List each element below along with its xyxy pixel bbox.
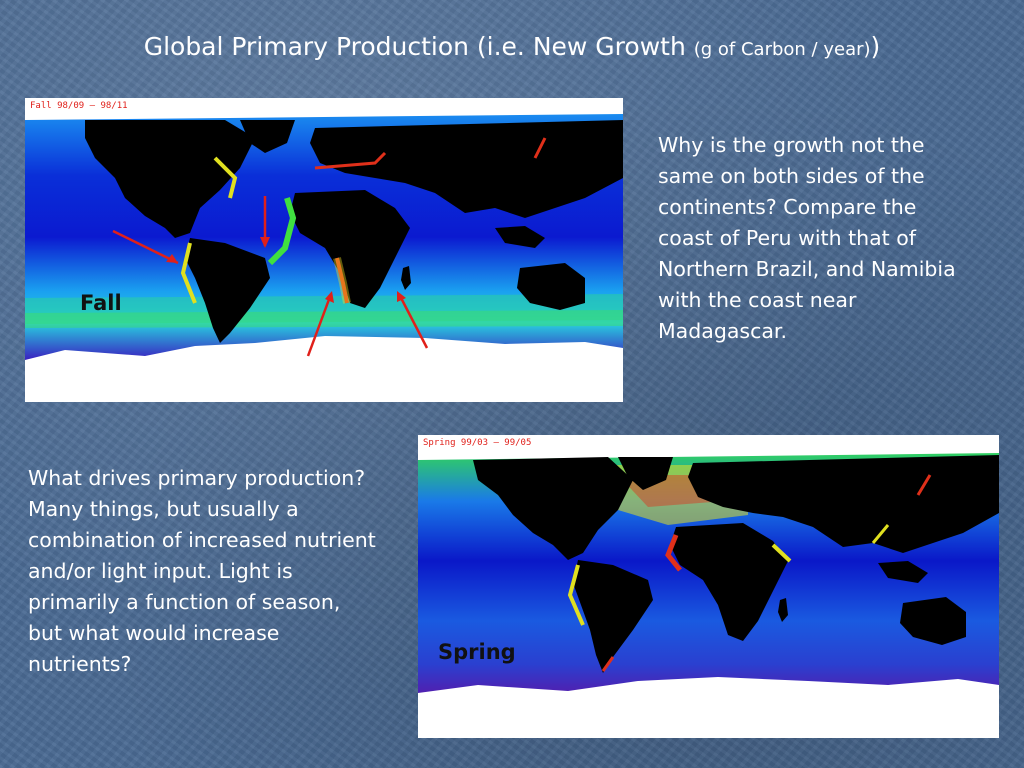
arrow-peru: [112, 229, 179, 265]
north-america: [85, 120, 255, 238]
fall-map-caption: Fall 98/09 – 98/11: [30, 101, 128, 111]
eurasia: [310, 120, 623, 218]
question-production-line: What drives primary production?: [28, 466, 366, 490]
fall-productivity-map: Fall 98/09 – 98/11 Fall: [25, 98, 623, 402]
antarctica-ice: [418, 677, 999, 738]
slide-title: Global Primary Production (i.e. New Grow…: [0, 32, 1024, 61]
spring-map-caption: Spring 99/03 – 99/05: [423, 438, 532, 448]
question-production-line: and/or light input. Light is: [28, 559, 293, 583]
question-primary-production: What drives primary production? Many thi…: [28, 463, 413, 680]
antarctica-ice: [25, 336, 623, 402]
south-america: [185, 238, 270, 343]
north-america: [473, 457, 633, 560]
slide-title-unit: (g of Carbon / year): [693, 39, 871, 60]
africa: [670, 523, 788, 641]
arrow-madagascar: [397, 293, 429, 349]
question-continents-line: coast of Peru with that of: [658, 226, 916, 250]
question-continents: Why is the growth not the same on both s…: [658, 130, 1008, 347]
question-production-line: but what would increase: [28, 621, 280, 645]
south-america: [573, 560, 653, 673]
question-production-line: Many things, but usually a: [28, 497, 299, 521]
spring-map-graphic: [418, 435, 999, 738]
question-continents-line: Northern Brazil, and Namibia: [658, 257, 956, 281]
question-continents-line: same on both sides of the: [658, 164, 925, 188]
question-production-line: primarily a function of season,: [28, 590, 341, 614]
spring-label: Spring: [438, 640, 516, 664]
question-production-line: nutrients?: [28, 652, 132, 676]
australia: [517, 263, 585, 310]
spring-productivity-map: Spring 99/03 – 99/05 Spring: [418, 435, 999, 738]
question-continents-line: Why is the growth not the: [658, 133, 925, 157]
australia: [900, 597, 966, 645]
eurasia: [688, 455, 999, 553]
slide-title-main: Global Primary Production (i.e. New Grow…: [143, 32, 694, 61]
fall-label: Fall: [80, 291, 122, 315]
question-continents-line: continents? Compare the: [658, 195, 917, 219]
africa: [290, 190, 410, 308]
question-continents-line: Madagascar.: [658, 319, 787, 343]
fall-arrows: [112, 196, 429, 357]
fall-map-graphic: [25, 98, 623, 402]
question-continents-line: with the coast near: [658, 288, 857, 312]
question-production-line: combination of increased nutrient: [28, 528, 376, 552]
arrow-namibia: [306, 293, 333, 357]
slide-title-close: ): [870, 32, 881, 61]
